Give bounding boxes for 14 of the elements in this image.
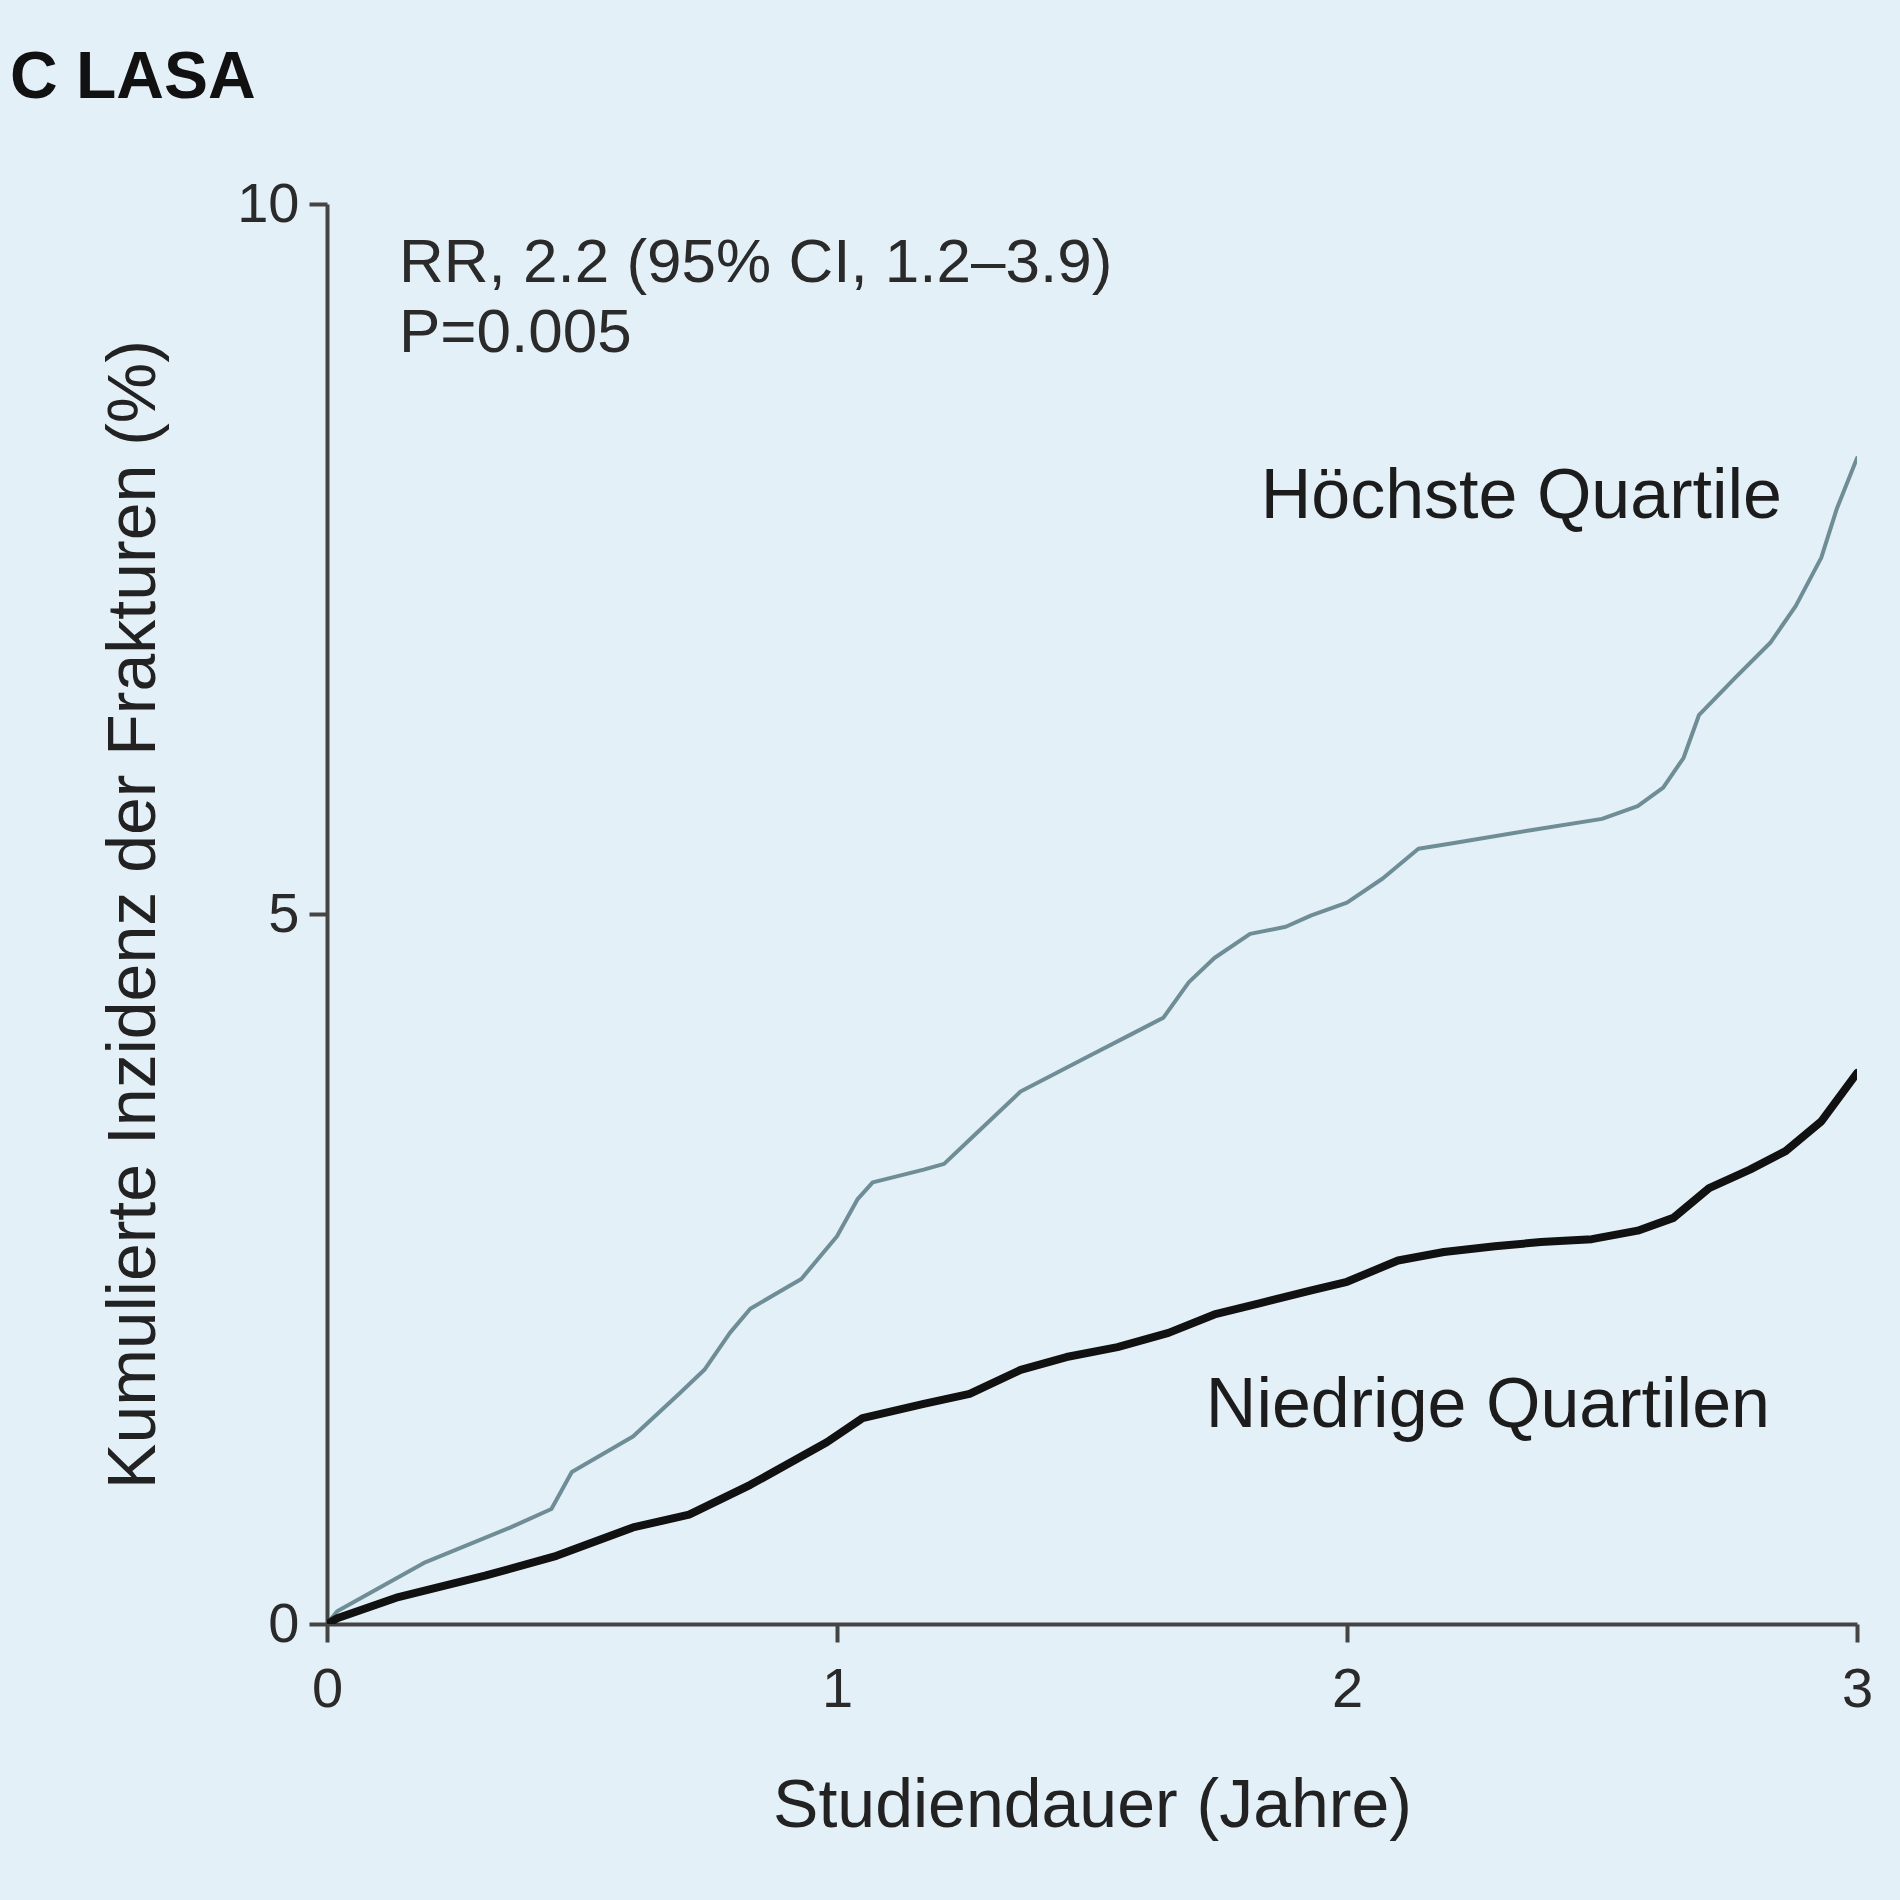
chart-title: C LASA — [10, 38, 256, 112]
y-axis-title: Kumulierte Inzidenz der Frakturen (%) — [93, 340, 170, 1489]
y-tick-label: 5 — [268, 880, 300, 944]
y-tick-label: 0 — [268, 1590, 300, 1654]
annotation: P=0.005 — [399, 296, 632, 365]
x-tick-label: 3 — [1841, 1655, 1874, 1719]
annotation: RR, 2.2 (95% CI, 1.2–3.9) — [399, 226, 1113, 295]
series-label: Niedrige Quartilen — [1205, 1364, 1770, 1443]
series-label: Höchste Quartile — [1260, 455, 1782, 534]
x-axis-title: Studiendauer (Jahre) — [773, 1764, 1412, 1841]
x-tick-label: 2 — [1331, 1655, 1364, 1719]
y-tick-label: 10 — [237, 170, 300, 234]
x-tick-label: 0 — [311, 1655, 344, 1719]
x-tick-label: 1 — [821, 1655, 854, 1719]
